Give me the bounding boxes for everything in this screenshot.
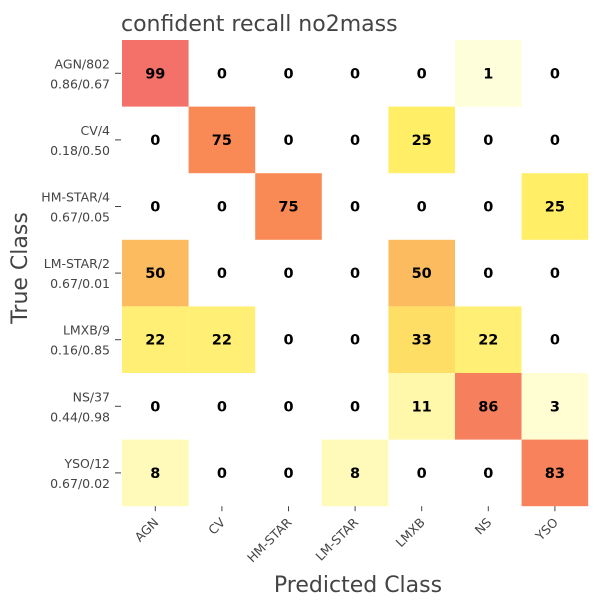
heatmap-cell bbox=[388, 106, 455, 174]
cell-value: 0 bbox=[417, 200, 427, 216]
cell-value: 11 bbox=[412, 399, 432, 415]
cell-value: 0 bbox=[483, 266, 493, 282]
row-label-name: AGN/802 bbox=[55, 56, 110, 71]
row-label-name: CV/4 bbox=[81, 123, 110, 138]
column-label: CV bbox=[205, 514, 228, 537]
column-label: LM-STAR bbox=[312, 515, 361, 564]
cell-value: 8 bbox=[150, 466, 160, 482]
cell-value: 0 bbox=[350, 66, 360, 82]
cell-value: 50 bbox=[145, 266, 165, 282]
x-axis-label: Predicted Class bbox=[274, 573, 442, 598]
heatmap-cell bbox=[122, 306, 189, 373]
cell-value: 0 bbox=[417, 66, 427, 82]
cell-value: 0 bbox=[217, 266, 227, 282]
cell-value: 22 bbox=[212, 333, 232, 349]
heatmap-cell bbox=[521, 439, 589, 507]
row-label-name: YSO/12 bbox=[63, 456, 110, 471]
cell-value: 0 bbox=[283, 399, 293, 415]
cell-value: 83 bbox=[545, 466, 565, 482]
row-label-name: LM-STAR/2 bbox=[44, 256, 110, 271]
cell-value: 0 bbox=[217, 466, 227, 482]
row-label-name: HM-STAR/4 bbox=[41, 190, 110, 205]
cell-value: 0 bbox=[350, 133, 360, 149]
row-labels: AGN/802 0.86/0.67 CV/4 0.18/0.50 HM-STAR/4 0.… bbox=[41, 56, 121, 491]
cell-value: 50 bbox=[412, 266, 432, 282]
cell-value: 0 bbox=[283, 333, 293, 349]
cell-value: 0 bbox=[150, 133, 160, 149]
cell-value: 75 bbox=[278, 200, 298, 216]
cell-value: 33 bbox=[412, 333, 432, 349]
heatmap-cell-labels: 99 0 0 0 0 1 0 0 75 0 0 25 0 0 0 0 75 0 0 0 25 50 0 0 0 50 0 0 22 22 0… bbox=[145, 66, 565, 482]
heatmap-cell bbox=[122, 239, 189, 307]
cell-value: 0 bbox=[417, 466, 427, 482]
chart-title: confident recall no2mass bbox=[121, 12, 398, 37]
heatmap-cell bbox=[188, 106, 256, 174]
cell-value: 0 bbox=[550, 66, 560, 82]
cell-value: 0 bbox=[350, 200, 360, 216]
cell-value: 0 bbox=[283, 266, 293, 282]
heatmap-cell bbox=[122, 40, 189, 107]
heatmap-cell bbox=[455, 40, 522, 107]
heatmap-cell bbox=[188, 306, 256, 373]
cell-value: 99 bbox=[145, 66, 165, 82]
heatmap-cells bbox=[122, 40, 589, 507]
heatmap-cell bbox=[388, 373, 455, 440]
cell-value: 0 bbox=[483, 200, 493, 216]
cell-value: 0 bbox=[283, 66, 293, 82]
heatmap-cell bbox=[455, 373, 522, 440]
row-label-stats: 0.67/0.05 bbox=[50, 210, 110, 225]
cell-value: 0 bbox=[550, 133, 560, 149]
cell-value: 1 bbox=[483, 66, 493, 82]
cell-value: 0 bbox=[483, 133, 493, 149]
heatmap-cell bbox=[321, 439, 389, 507]
cell-value: 22 bbox=[145, 333, 165, 349]
cell-value: 86 bbox=[478, 399, 498, 415]
cell-value: 8 bbox=[350, 466, 360, 482]
heatmap-cell bbox=[122, 439, 189, 507]
cell-value: 0 bbox=[217, 399, 227, 415]
cell-value: 0 bbox=[283, 466, 293, 482]
heatmap-cell bbox=[255, 173, 322, 240]
cell-value: 0 bbox=[150, 399, 160, 415]
column-label: LMXB bbox=[393, 515, 428, 550]
cell-value: 0 bbox=[483, 466, 493, 482]
row-label-stats: 0.67/0.02 bbox=[50, 476, 110, 491]
row-label-name: NS/37 bbox=[73, 389, 110, 404]
cell-value: 0 bbox=[350, 333, 360, 349]
column-label: AGN bbox=[131, 515, 161, 545]
cell-value: 75 bbox=[212, 133, 232, 149]
heatmap-cell bbox=[521, 373, 589, 440]
column-label: HM-STAR bbox=[244, 514, 295, 565]
heatmap-cell bbox=[388, 239, 455, 307]
cell-value: 0 bbox=[217, 66, 227, 82]
column-label: NS bbox=[472, 515, 495, 538]
row-label-stats: 0.16/0.85 bbox=[50, 343, 110, 358]
column-label: YSO bbox=[532, 515, 561, 544]
row-label-stats: 0.18/0.50 bbox=[50, 143, 110, 158]
column-labels: AGN CV HM-STAR LM-STAR LMXB NS YSO bbox=[131, 506, 561, 565]
cell-value: 25 bbox=[412, 133, 432, 149]
heatmap-cell bbox=[455, 306, 522, 373]
cell-value: 0 bbox=[150, 200, 160, 216]
y-axis-label: True Class bbox=[8, 212, 33, 325]
cell-value: 25 bbox=[545, 200, 565, 216]
row-label-name: LMXB/9 bbox=[63, 323, 110, 338]
row-label-stats: 0.44/0.98 bbox=[50, 409, 110, 424]
heatmap-cell bbox=[388, 306, 455, 373]
row-label-stats: 0.67/0.01 bbox=[50, 276, 110, 291]
cell-value: 0 bbox=[550, 266, 560, 282]
cell-value: 0 bbox=[350, 399, 360, 415]
cell-value: 0 bbox=[217, 200, 227, 216]
cell-value: 22 bbox=[478, 333, 498, 349]
row-label-stats: 0.86/0.67 bbox=[50, 76, 110, 91]
cell-value: 0 bbox=[283, 133, 293, 149]
cell-value: 3 bbox=[550, 399, 560, 415]
cell-value: 0 bbox=[350, 266, 360, 282]
cell-value: 0 bbox=[550, 333, 560, 349]
heatmap-cell bbox=[521, 173, 589, 240]
